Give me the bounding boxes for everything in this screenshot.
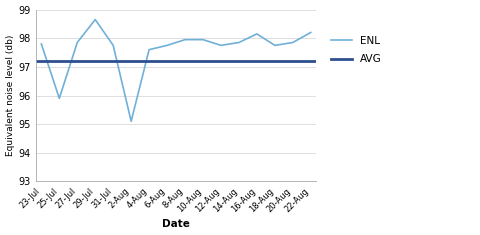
ENL [110,44,116,47]
ENL [38,43,44,45]
ENL [308,31,313,34]
ENL [146,48,152,51]
ENL [182,38,188,41]
ENL [57,97,62,100]
Legend: ENL, AVG: ENL, AVG [327,32,386,69]
ENL [200,38,206,41]
ENL [92,18,98,21]
AVG [57,60,62,63]
Line: ENL: ENL [41,20,311,121]
ENL [164,44,170,47]
ENL [272,44,278,47]
ENL [218,44,224,47]
ENL [128,120,134,123]
ENL [254,32,260,35]
ENL [236,41,242,44]
AVG [38,60,44,63]
ENL [74,41,80,44]
ENL [290,41,296,44]
Y-axis label: Equivalent noise level (db): Equivalent noise level (db) [6,35,14,156]
X-axis label: Date: Date [162,219,190,229]
